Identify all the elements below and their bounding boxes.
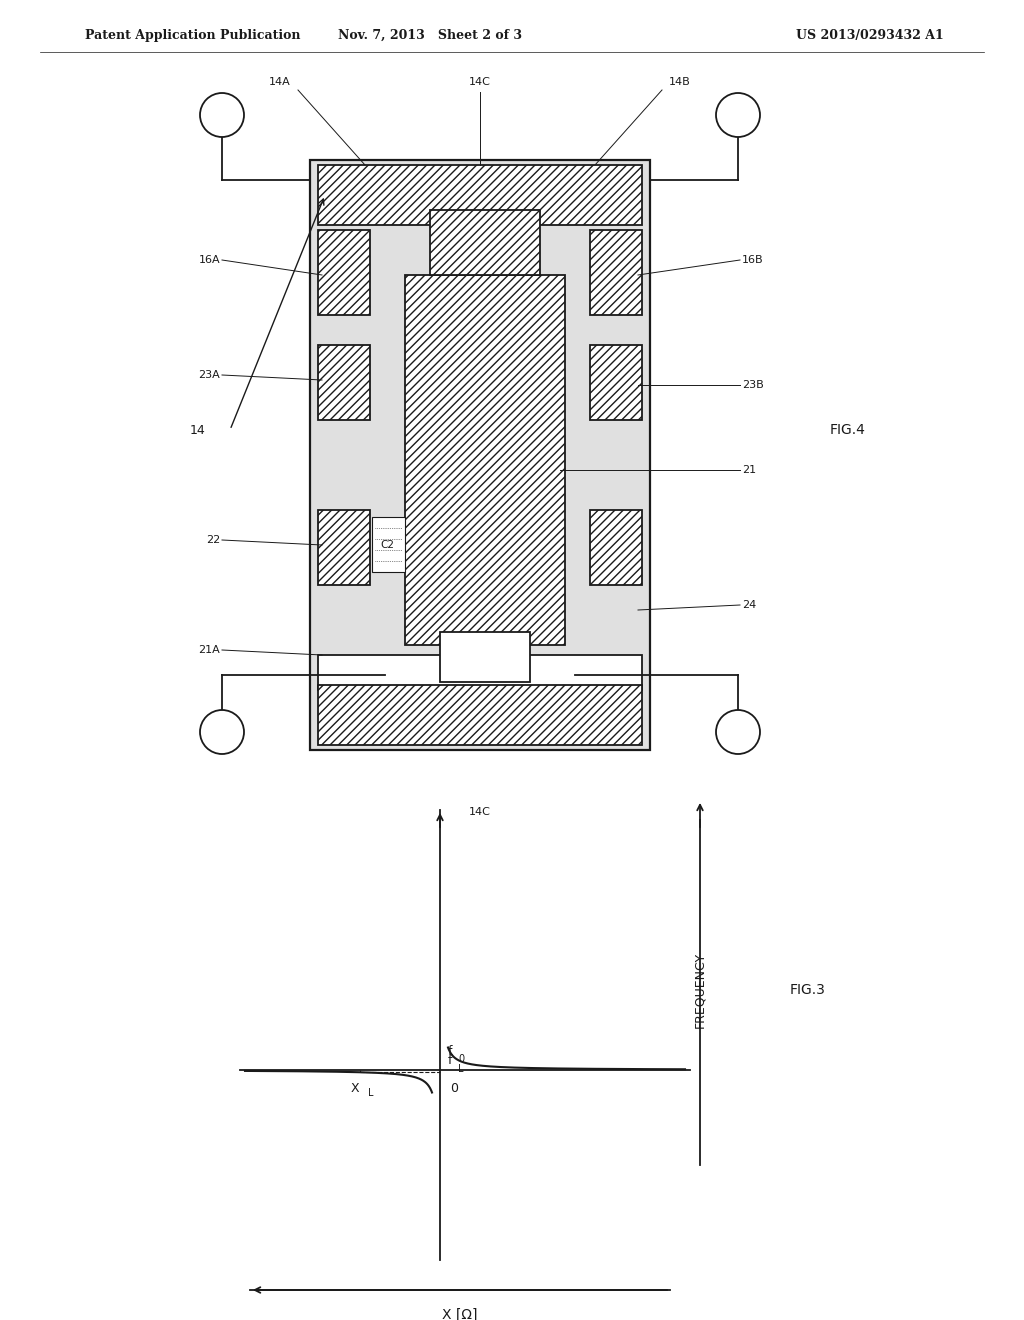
Text: L: L xyxy=(368,1088,374,1098)
Bar xyxy=(590,510,642,585)
Text: 21: 21 xyxy=(742,465,756,475)
Text: Patent Application Publication: Patent Application Publication xyxy=(85,29,300,41)
Text: C2: C2 xyxy=(380,540,394,550)
Text: 24: 24 xyxy=(742,601,757,610)
Bar xyxy=(406,275,565,645)
Text: FIG.4: FIG.4 xyxy=(830,422,866,437)
Bar xyxy=(318,510,370,585)
Bar xyxy=(372,517,406,572)
Circle shape xyxy=(716,710,760,754)
Text: 0: 0 xyxy=(458,1053,464,1064)
Text: 23A: 23A xyxy=(199,370,220,380)
Text: 23B: 23B xyxy=(742,380,764,389)
Text: f: f xyxy=(449,1045,453,1059)
Bar xyxy=(590,345,642,420)
Text: 14: 14 xyxy=(189,424,205,437)
Text: 14A: 14A xyxy=(269,77,291,87)
Text: 16A: 16A xyxy=(199,255,220,265)
Bar xyxy=(310,160,650,750)
Text: 21A: 21A xyxy=(199,645,220,655)
Bar xyxy=(318,230,370,315)
Text: L: L xyxy=(458,1064,464,1074)
Circle shape xyxy=(200,710,244,754)
Text: FREQUENCY: FREQUENCY xyxy=(693,952,707,1028)
Text: X [Ω]: X [Ω] xyxy=(442,1308,478,1320)
Text: FIG.3: FIG.3 xyxy=(790,983,826,997)
Text: US 2013/0293432 A1: US 2013/0293432 A1 xyxy=(796,29,944,41)
Text: 16B: 16B xyxy=(742,255,764,265)
Text: 22: 22 xyxy=(206,535,220,545)
Text: 14C: 14C xyxy=(469,807,490,817)
Text: 14B: 14B xyxy=(669,77,691,87)
Text: f: f xyxy=(449,1055,453,1068)
Bar xyxy=(318,345,370,420)
Bar xyxy=(318,685,642,744)
Bar xyxy=(430,210,540,275)
Text: 0: 0 xyxy=(450,1082,458,1096)
Circle shape xyxy=(200,92,244,137)
Bar xyxy=(590,230,642,315)
Text: X: X xyxy=(350,1082,359,1096)
Bar xyxy=(440,632,530,682)
Bar xyxy=(318,655,642,690)
Circle shape xyxy=(716,92,760,137)
Text: Nov. 7, 2013   Sheet 2 of 3: Nov. 7, 2013 Sheet 2 of 3 xyxy=(338,29,522,41)
Bar xyxy=(318,165,642,224)
Text: 14C: 14C xyxy=(469,77,490,87)
